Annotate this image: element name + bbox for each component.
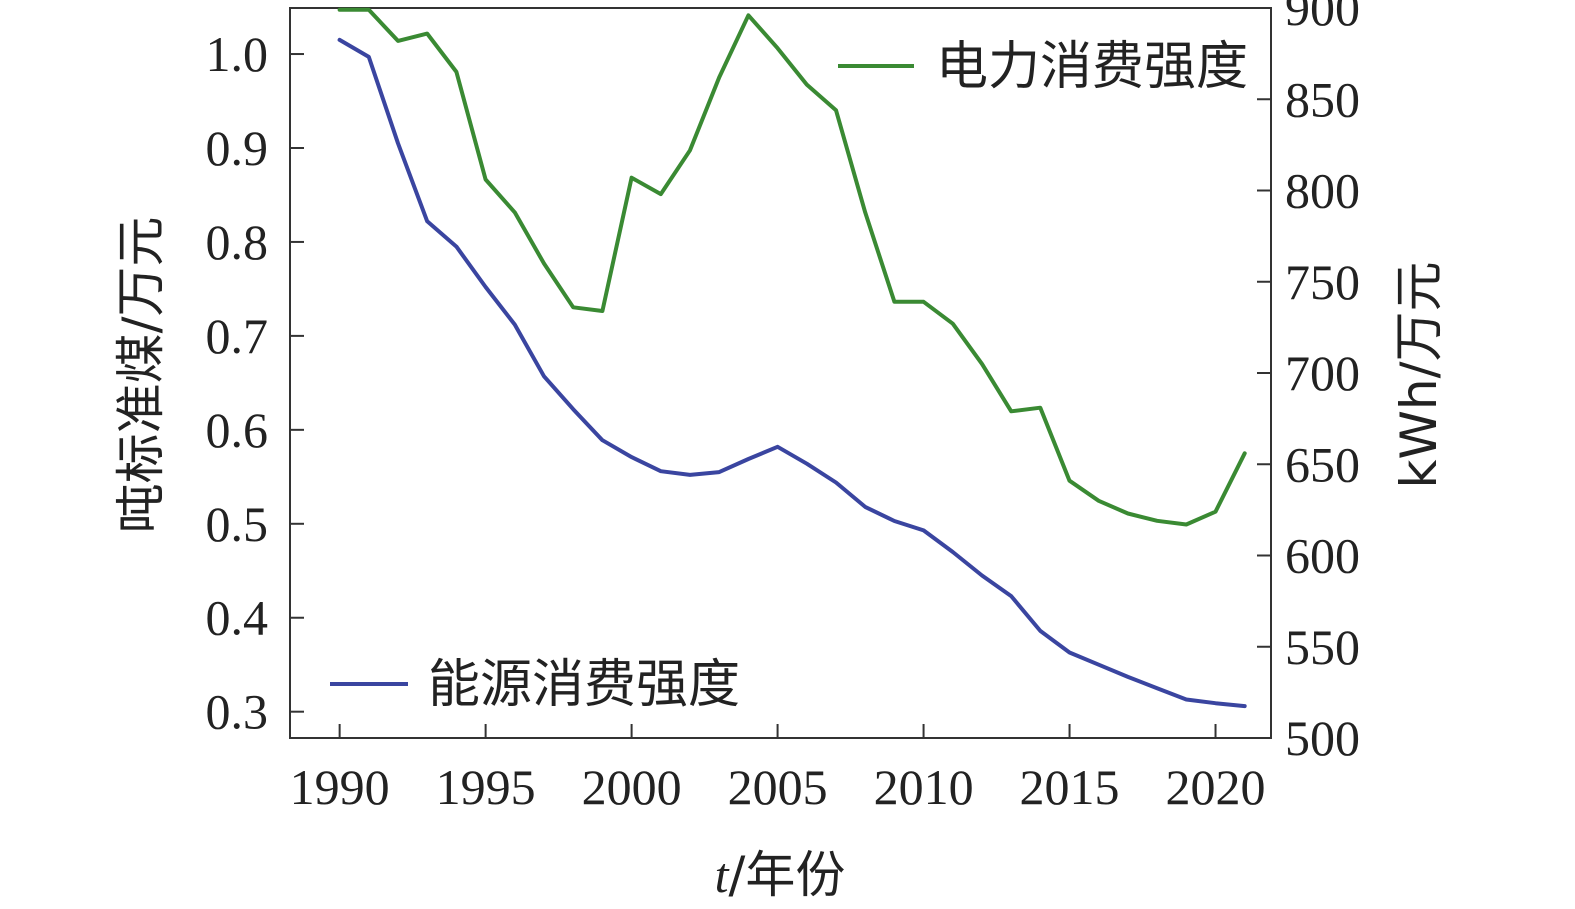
x-tick-label: 1995 [436, 759, 536, 815]
right-tick-label: 650 [1285, 436, 1360, 492]
x-axis-variable: t [715, 847, 730, 903]
right-tick-label: 850 [1285, 71, 1360, 127]
right-tick-label: 700 [1285, 345, 1360, 401]
left-tick-label: 0.4 [206, 590, 269, 646]
right-axis-title: kWh/万元 [1390, 262, 1448, 489]
right-tick-label: 750 [1285, 254, 1360, 310]
x-axis-ticks: 1990 1995 2000 2005 2010 2015 2020 [290, 724, 1266, 815]
right-tick-label: 550 [1285, 619, 1360, 675]
right-tick-label: 600 [1285, 528, 1360, 584]
legend-label-energy: 能源消费强度 [428, 655, 740, 715]
right-axis-ticks: 900 850 800 750 700 650 600 550 500 [1257, 0, 1360, 766]
x-axis-unit: /年份 [729, 846, 846, 904]
left-tick-label: 0.3 [206, 684, 269, 740]
left-tick-label: 0.9 [206, 120, 269, 176]
plot-frame [289, 7, 1272, 739]
right-tick-label: 800 [1285, 163, 1360, 219]
legend-label-power: 电力消费强度 [936, 37, 1248, 97]
right-tick-label: 900 [1285, 0, 1360, 36]
left-tick-label: 0.8 [206, 214, 269, 270]
left-axis-title: 吨标准煤/万元 [112, 217, 170, 534]
x-tick-label: 2020 [1166, 759, 1266, 815]
x-tick-label: 2010 [874, 759, 974, 815]
series-line-energy-intensity [337, 37, 1247, 709]
right-tick-label: 500 [1285, 710, 1360, 766]
left-tick-label: 1.0 [206, 26, 269, 82]
x-tick-label: 1990 [290, 759, 390, 815]
left-tick-label: 0.5 [206, 496, 269, 552]
left-tick-label: 0.6 [206, 402, 269, 458]
left-tick-label: 0.7 [206, 308, 269, 364]
left-axis-ticks: 1.0 0.9 0.8 0.7 0.6 0.5 0.4 0.3 [206, 26, 304, 740]
x-tick-label: 2000 [582, 759, 682, 815]
x-tick-label: 2005 [728, 759, 828, 815]
series-line-power-intensity [337, 7, 1247, 527]
x-axis-title: t/年份 [715, 846, 846, 904]
x-tick-label: 2015 [1020, 759, 1120, 815]
